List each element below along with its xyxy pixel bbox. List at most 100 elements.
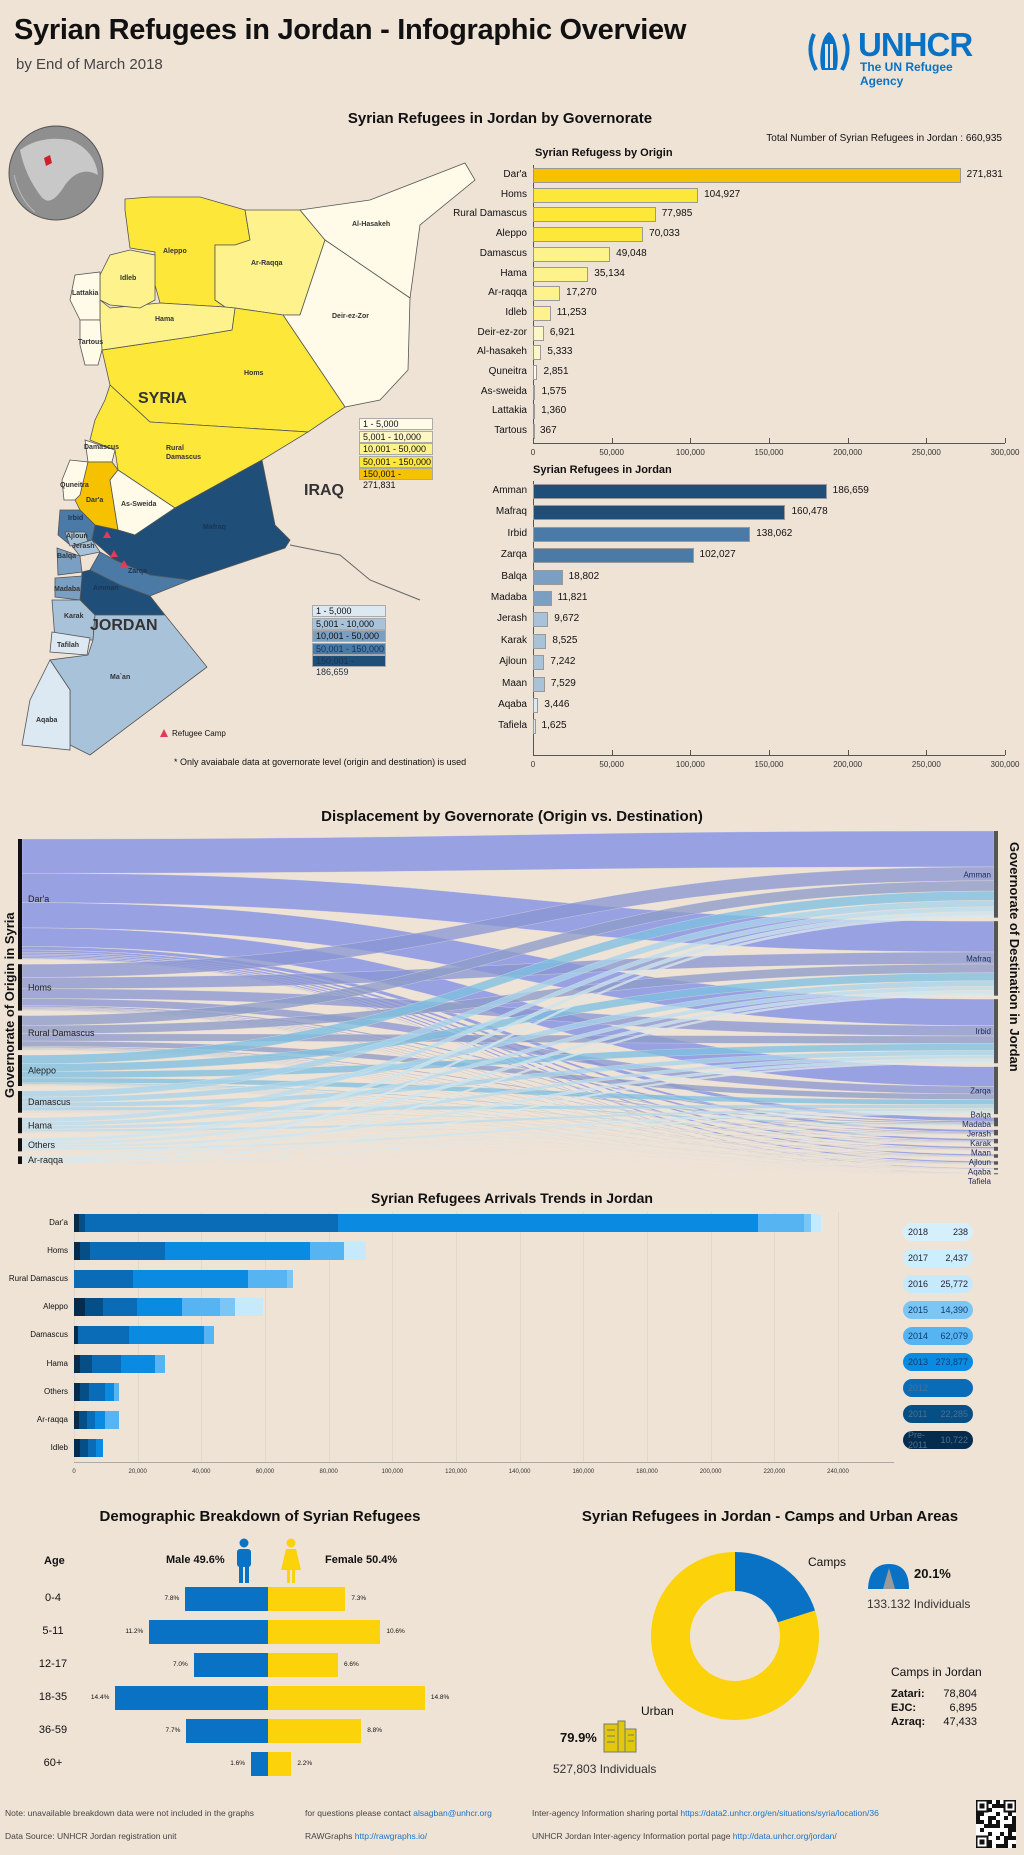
stacked-bar-segment [78, 1410, 87, 1429]
bar-category-label: Hama [46, 1358, 68, 1368]
sankey-right-axis-label: Governorate of Destination in Jordan [1007, 842, 1022, 1072]
bar-category-label: Aqaba [498, 699, 527, 710]
sankey-origin-label: Ar-raqqa [28, 1155, 63, 1165]
map-label: Ajloun [66, 533, 88, 540]
legend-pill: 2017 2,437 [903, 1249, 973, 1267]
page-subtitle: by End of March 2018 [16, 56, 163, 73]
qr-module [1008, 1836, 1012, 1840]
female-icon [281, 1538, 301, 1583]
x-axis-line [74, 1462, 894, 1463]
male-icon [237, 1538, 251, 1583]
bar [533, 526, 751, 542]
map-label: Jerash [72, 543, 95, 550]
female-value-label: 8.8% [367, 1727, 383, 1734]
bar [533, 676, 545, 692]
contact-email-link[interactable]: alsagban@unhcr.org [413, 1808, 492, 1818]
bar-value-label: 11,821 [557, 592, 588, 603]
map-label: Irbid [68, 515, 84, 522]
legend-item: 50,001 - 150,000 [359, 455, 433, 468]
map-label: As-Sweida [121, 501, 157, 508]
x-tick-label: 220,000 [763, 1469, 786, 1475]
x-tick-label: 150,000 [754, 760, 784, 769]
bar-category-label: Homs [500, 188, 527, 200]
sankey-flow [21, 830, 995, 874]
x-tick-label: 250,000 [911, 448, 941, 457]
qr-module [1008, 1812, 1012, 1816]
x-axis-line [533, 443, 1005, 444]
bar [533, 227, 644, 243]
stacked-bar-segment [74, 1354, 81, 1373]
bar-value-label: 1,625 [541, 720, 567, 732]
sankey-origin-label: Homs [28, 982, 52, 992]
legend-year: 2016 [908, 1279, 929, 1289]
qr-module [1004, 1824, 1008, 1828]
legend-item: 150,001 - 271,831 [359, 468, 433, 490]
legend-year: 2013 [908, 1357, 929, 1367]
bar-value-label: 11,253 [556, 306, 587, 318]
bar [533, 286, 561, 302]
sankey-destination-label: Zarqa [970, 1086, 991, 1095]
legend-pill: 2012 [903, 1379, 973, 1397]
camps-slice-label: Camps [808, 1555, 847, 1569]
camp-value: 6,895 [949, 1702, 977, 1714]
contact-text: for questions please contact [305, 1808, 414, 1818]
male-value-label: 14.4% [90, 1694, 110, 1701]
qr-module [988, 1816, 992, 1820]
rawgraphs-link[interactable]: http://rawgraphs.io/ [354, 1831, 428, 1841]
stacked-bar-segment [74, 1410, 79, 1429]
female-bar [268, 1686, 425, 1710]
x-tick-label: 100,000 [381, 1469, 404, 1475]
qr-finder-center [1007, 1803, 1013, 1809]
female-value-label: 7.3% [351, 1595, 367, 1602]
qr-module [996, 1824, 1000, 1828]
male-bar [185, 1587, 268, 1611]
bar [533, 187, 699, 203]
donut-slice-camps [735, 1552, 816, 1623]
stacked-bar-segment [758, 1214, 804, 1232]
bar-value-label: 1,575 [541, 385, 567, 397]
sankey-title: Displacement by Governorate (Origin vs. … [321, 808, 703, 825]
qr-module [988, 1800, 992, 1804]
governorate-map [8, 125, 476, 756]
sankey-origin-node [18, 1156, 22, 1164]
stacked-bar-segment [102, 1298, 137, 1317]
qr-module [996, 1800, 1000, 1804]
portal-link[interactable]: https://data2.unhcr.org/en/situations/sy… [680, 1808, 879, 1818]
bar-value-label: 9,672 [554, 613, 580, 625]
y-axis-line [533, 165, 534, 443]
urban-percent: 79.9% [560, 1730, 597, 1745]
x-tick-label: 160,000 [572, 1469, 595, 1475]
sankey-origin-label: Others [28, 1140, 56, 1150]
camps-list-title: Camps in Jordan [891, 1665, 982, 1679]
qr-module [1004, 1836, 1008, 1840]
x-tick-mark [611, 750, 613, 755]
bar-value-label: 8,525 [552, 634, 578, 646]
x-tick-label: 120,000 [445, 1469, 467, 1475]
x-tick-mark [690, 750, 692, 755]
bar-value-label: 17,270 [566, 287, 597, 299]
qr-module [996, 1812, 1000, 1816]
stacked-bar-segment [85, 1214, 338, 1232]
bar-category-label: Amman [492, 485, 527, 496]
qr-module [988, 1808, 992, 1812]
bar-category-label: Others [43, 1386, 68, 1396]
gridline [838, 1212, 839, 1462]
sankey-left-axis-label: Governorate of Origin in Syria [2, 912, 17, 1098]
qr-module [1012, 1844, 1016, 1848]
sankey-destination-label: Maan [971, 1149, 991, 1158]
map-label: Mafraq [203, 524, 226, 531]
qr-module [976, 1820, 980, 1824]
bar-category-label: Zarqa [500, 549, 527, 561]
qr-code-icon[interactable] [976, 1800, 1016, 1848]
gridline [647, 1212, 648, 1462]
map-country-label: IRAQ [304, 482, 344, 499]
bar-value-label: 49,048 [616, 247, 647, 259]
stacked-bar-segment [120, 1354, 155, 1373]
bar-category-label: Al-hasakeh [476, 346, 527, 358]
map-footnote: * Only avaiabale data at governorate lev… [174, 757, 467, 767]
x-tick-label: 0 [530, 760, 536, 769]
qr-module [1012, 1836, 1016, 1840]
stacked-bar-segment [155, 1354, 165, 1373]
sankey-flow [21, 1150, 995, 1164]
jordan-portal-link[interactable]: http://data.unhcr.org/jordan/ [732, 1831, 837, 1841]
